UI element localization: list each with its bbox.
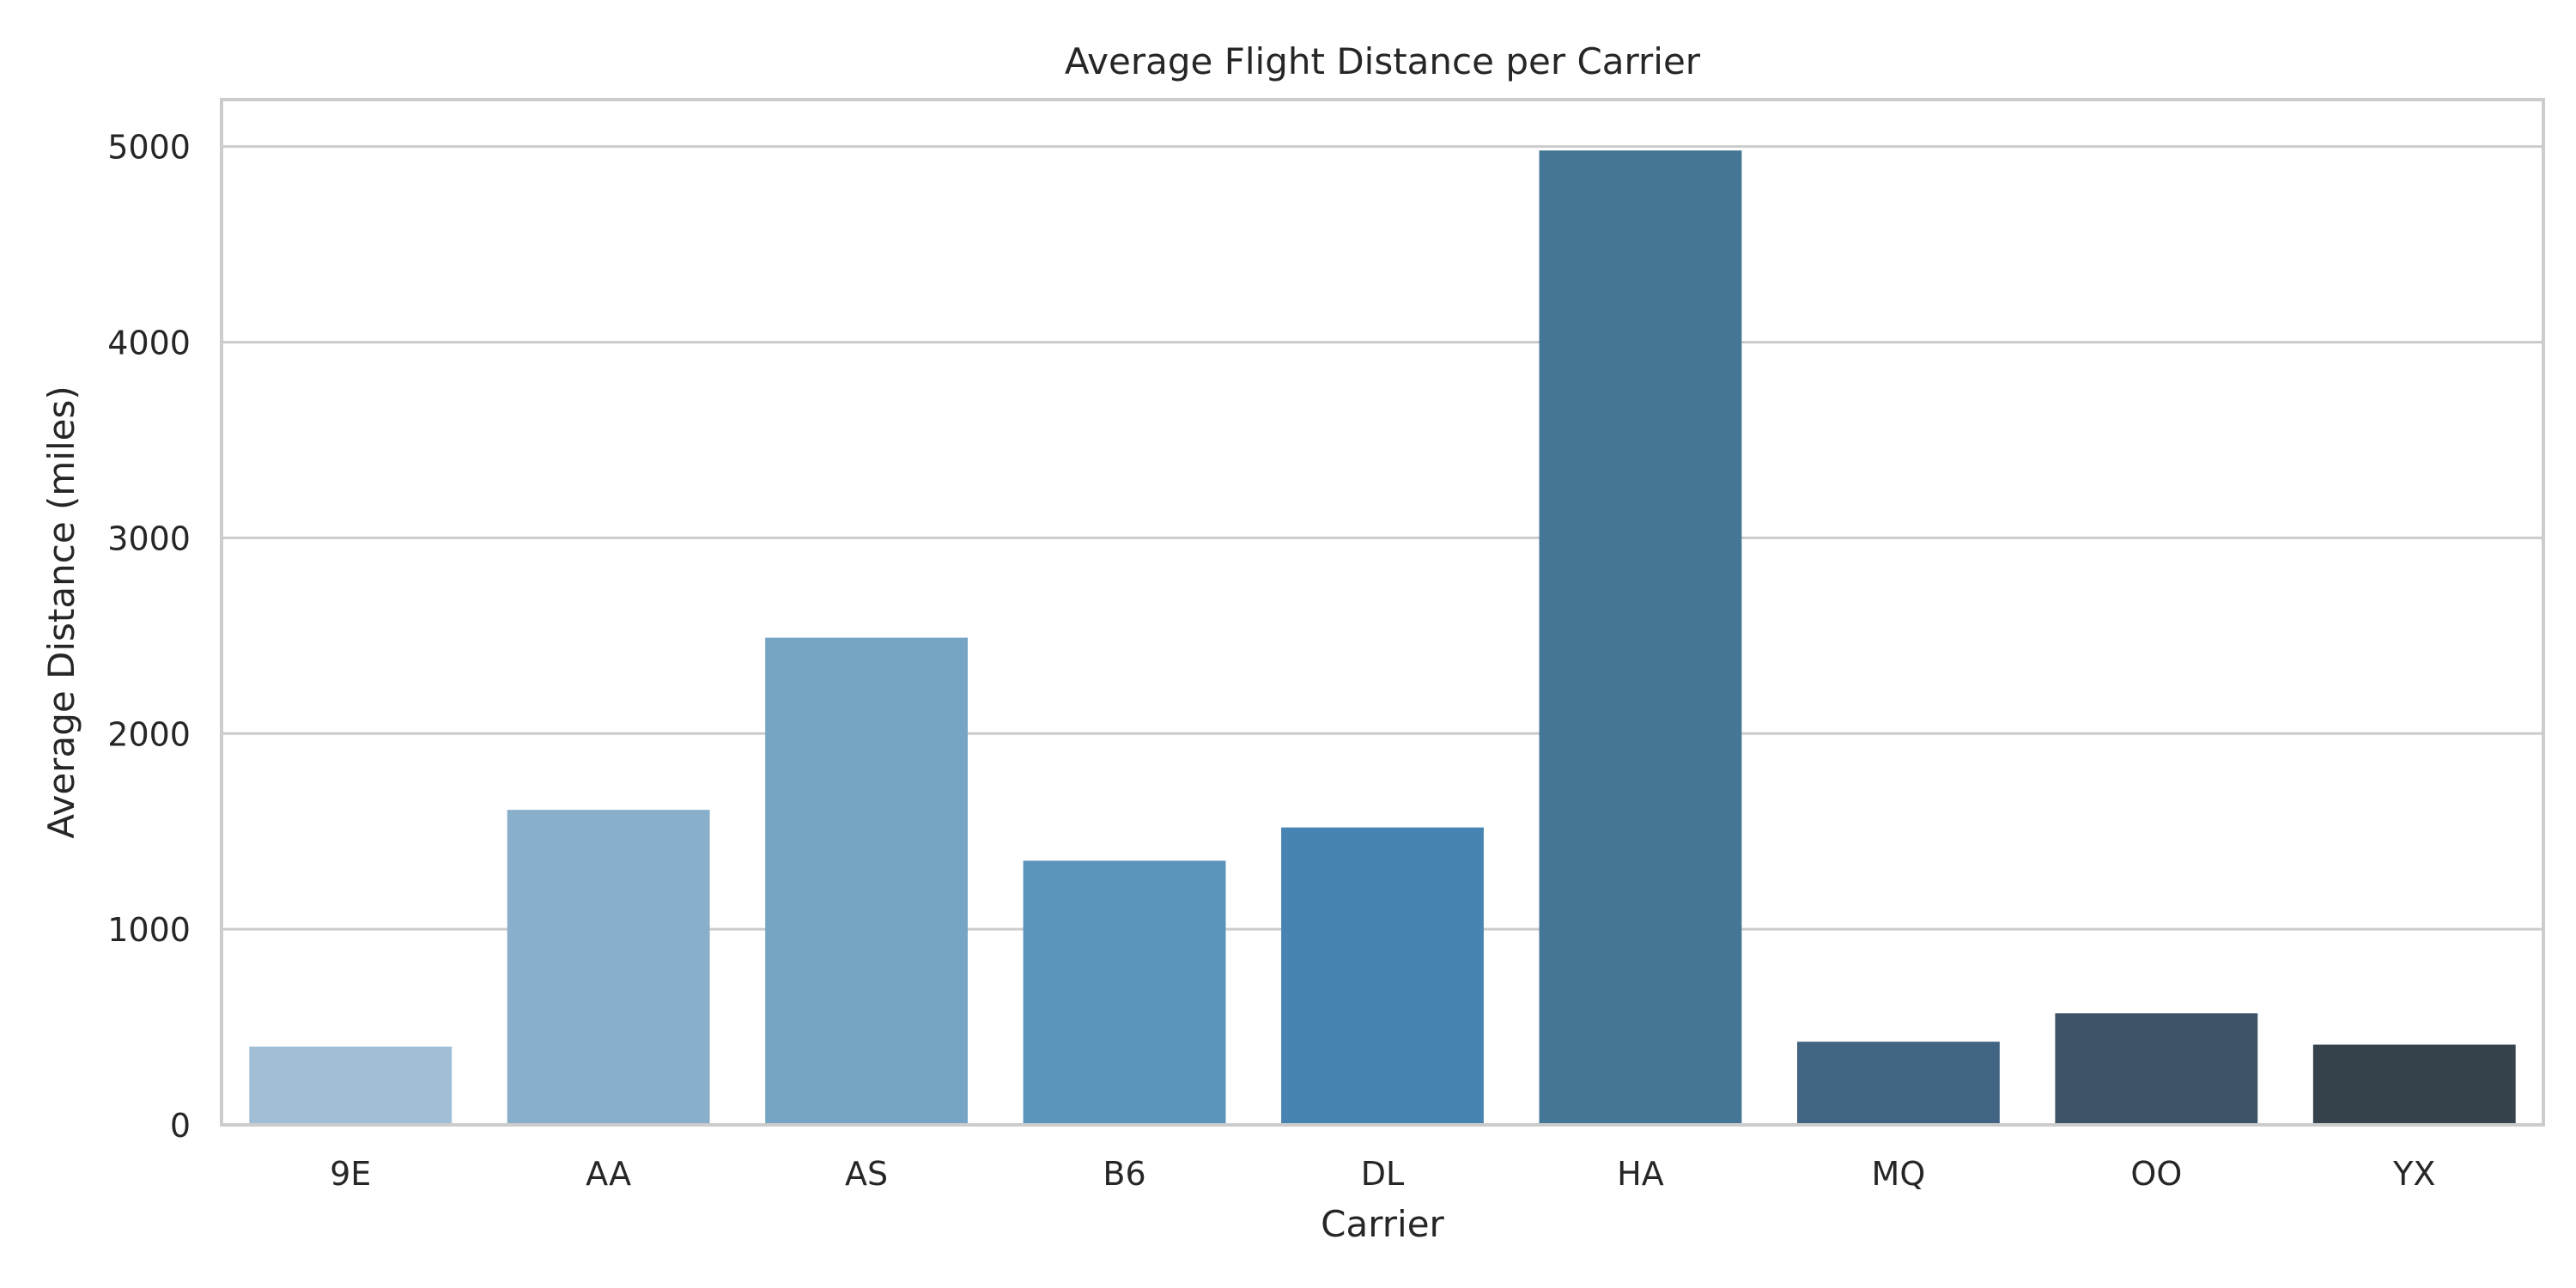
bar-ha: [1539, 150, 1742, 1126]
bar-dl: [1281, 827, 1484, 1125]
x-tick-label: YX: [2392, 1155, 2435, 1193]
y-tick-label: 1000: [107, 911, 191, 949]
x-tick-label: DL: [1361, 1155, 1404, 1193]
y-tick-label: 2000: [107, 715, 191, 753]
plot-frame: [220, 98, 2545, 1127]
x-tick-label: B6: [1103, 1155, 1145, 1193]
bar-9e: [249, 1046, 453, 1125]
x-tick-label: AA: [586, 1155, 631, 1193]
bar-mq: [1796, 1042, 2000, 1125]
y-axis-label: Average Distance (miles): [40, 386, 82, 839]
y-tick-label: 0: [170, 1107, 191, 1145]
x-tick-label: OO: [2130, 1155, 2182, 1193]
bar-aa: [507, 810, 710, 1125]
bars: [249, 150, 2516, 1126]
bar-as: [765, 637, 969, 1125]
y-tick-label: 5000: [107, 129, 191, 167]
y-tick-labels: 0 1000 2000 3000 4000 5000: [107, 129, 191, 1145]
chart-title: Average Flight Distance per Carrier: [1065, 40, 1701, 82]
x-tick-labels: 9E AA AS B6 DL HA MQ OO YX: [330, 1155, 2435, 1193]
y-tick-label: 4000: [107, 325, 191, 362]
grid-lines: [222, 145, 2543, 931]
x-tick-label: 9E: [330, 1155, 371, 1193]
y-tick-label: 3000: [107, 519, 191, 557]
bar-yx: [2312, 1044, 2516, 1125]
x-tick-label: MQ: [1872, 1155, 1926, 1193]
bar-b6: [1023, 860, 1226, 1125]
x-tick-label: AS: [845, 1155, 888, 1193]
x-axis-label: Carrier: [1321, 1203, 1444, 1245]
x-tick-label: HA: [1617, 1155, 1664, 1193]
bar-oo: [2055, 1013, 2258, 1125]
